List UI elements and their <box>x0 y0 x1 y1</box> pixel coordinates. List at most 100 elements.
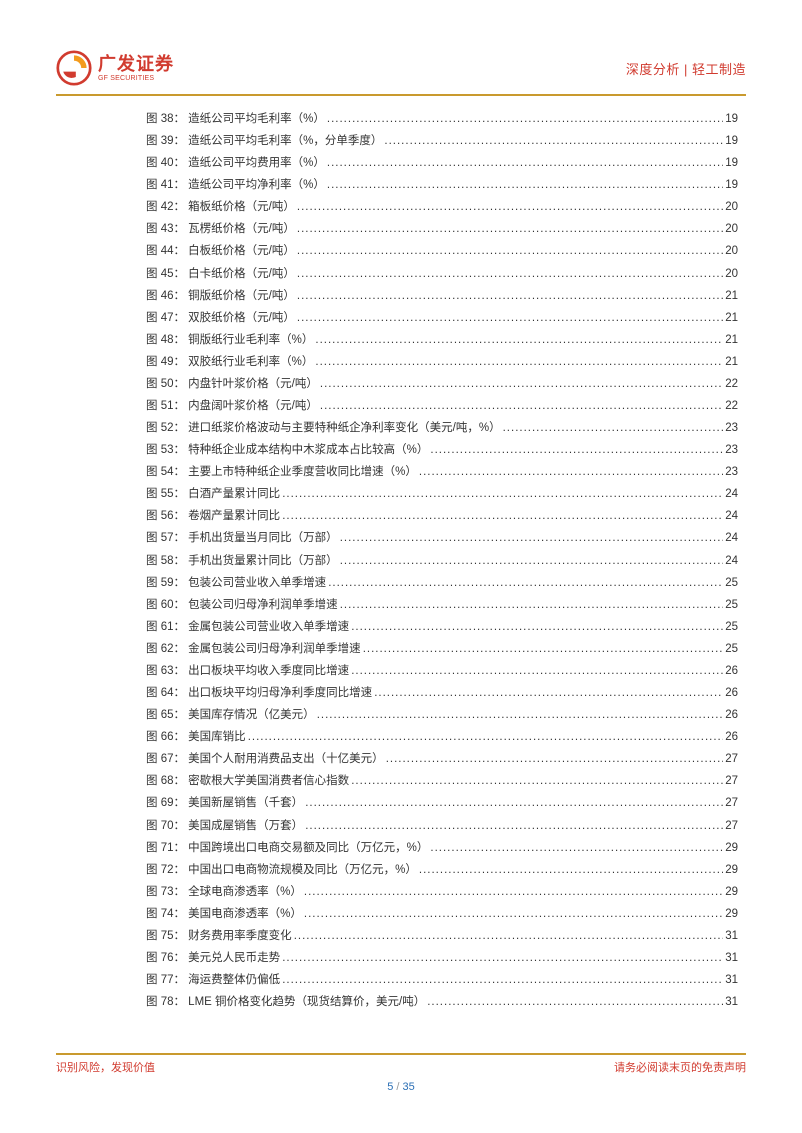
toc-page-number: 24 <box>725 505 738 527</box>
toc-leader-dots <box>282 969 723 991</box>
toc-label: 图 49： 双胶纸行业毛利率（%） <box>146 351 313 373</box>
toc-row: 图 69： 美国新屋销售（千套） 27 <box>146 792 738 814</box>
toc-page-number: 25 <box>725 616 738 638</box>
total-pages: 35 <box>402 1081 414 1093</box>
toc-page-number: 20 <box>725 240 738 262</box>
toc-page-number: 29 <box>725 859 738 881</box>
toc-label: 图 65： 美国库存情况（亿美元） <box>146 704 315 726</box>
toc-row: 图 75： 财务费用率季度变化31 <box>146 925 738 947</box>
toc-page-number: 23 <box>725 461 738 483</box>
toc-row: 图 47： 双胶纸价格（元/吨）21 <box>146 307 738 329</box>
toc-row: 图 44： 白板纸价格（元/吨） 20 <box>146 240 738 262</box>
toc-row: 图 54： 主要上市特种纸企业季度营收同比增速（%） 23 <box>146 461 738 483</box>
toc-page-number: 24 <box>725 550 738 572</box>
toc-page-number: 21 <box>725 285 738 307</box>
toc-page-number: 29 <box>725 881 738 903</box>
toc-label: 图 57： 手机出货量当月同比（万部） <box>146 527 338 549</box>
toc-label: 图 63： 出口板块平均收入季度同比增速 <box>146 660 349 682</box>
toc-page-number: 20 <box>725 218 738 240</box>
toc-page-number: 22 <box>725 373 738 395</box>
toc-row: 图 67： 美国个人耐用消费品支出（十亿美元）27 <box>146 748 738 770</box>
toc-label: 图 77： 海运费整体仍偏低 <box>146 969 280 991</box>
toc-label: 图 66： 美国库销比 <box>146 726 246 748</box>
toc-label: 图 68： 密歇根大学美国消费者信心指数 <box>146 770 349 792</box>
toc-label: 图 67： 美国个人耐用消费品支出（十亿美元） <box>146 748 384 770</box>
toc-leader-dots <box>374 682 723 704</box>
toc-row: 图 70： 美国成屋销售（万套）27 <box>146 815 738 837</box>
toc-label: 图 59： 包装公司营业收入单季增速 <box>146 572 326 594</box>
toc-leader-dots <box>351 770 723 792</box>
toc-leader-dots <box>427 991 723 1013</box>
toc-row: 图 72： 中国出口电商物流规模及同比（万亿元，%）29 <box>146 859 738 881</box>
toc-row: 图 58： 手机出货量累计同比（万部）24 <box>146 550 738 572</box>
toc-page-number: 20 <box>725 263 738 285</box>
toc-row: 图 45： 白卡纸价格（元/吨） 20 <box>146 263 738 285</box>
toc-leader-dots <box>430 439 723 461</box>
company-logo: 广发证券 GF SECURITIES <box>56 50 174 86</box>
toc-label: 图 52： 进口纸浆价格波动与主要特种纸企净利率变化（美元/吨，%） <box>146 417 501 439</box>
toc-page-number: 19 <box>725 152 738 174</box>
toc-row: 图 49： 双胶纸行业毛利率（%）21 <box>146 351 738 373</box>
toc-row: 图 55： 白酒产量累计同比24 <box>146 483 738 505</box>
toc-label: 图 38： 造纸公司平均毛利率（%） <box>146 108 325 130</box>
toc-leader-dots <box>305 815 723 837</box>
toc-leader-dots <box>282 505 723 527</box>
toc-page-number: 25 <box>725 572 738 594</box>
toc-label: 图 55： 白酒产量累计同比 <box>146 483 280 505</box>
toc-page-number: 26 <box>725 682 738 704</box>
toc-page-number: 19 <box>725 108 738 130</box>
toc-leader-dots <box>248 726 724 748</box>
toc-leader-dots <box>419 461 723 483</box>
toc-row: 图 48： 铜版纸行业毛利率（%）21 <box>146 329 738 351</box>
toc-label: 图 69： 美国新屋销售（千套） <box>146 792 303 814</box>
toc-page-number: 20 <box>725 196 738 218</box>
toc-label: 图 41： 造纸公司平均净利率（%） <box>146 174 325 196</box>
toc-row: 图 76： 美元兑人民币走势31 <box>146 947 738 969</box>
page-number: 5/35 <box>56 1081 746 1093</box>
toc-page-number: 29 <box>725 837 738 859</box>
toc-row: 图 64： 出口板块平均归母净利季度同比增速 26 <box>146 682 738 704</box>
toc-leader-dots <box>297 263 723 285</box>
toc-label: 图 44： 白板纸价格（元/吨） <box>146 240 295 262</box>
page-header: 广发证券 GF SECURITIES 深度分析 | 轻工制造 <box>56 50 746 96</box>
toc-label: 图 53： 特种纸企业成本结构中木浆成本占比较高（%） <box>146 439 428 461</box>
toc-leader-dots <box>297 307 723 329</box>
toc-leader-dots <box>305 792 723 814</box>
toc-leader-dots <box>340 594 724 616</box>
toc-leader-dots <box>351 660 723 682</box>
toc-label: 图 61： 金属包装公司营业收入单季增速 <box>146 616 349 638</box>
toc-page-number: 27 <box>725 792 738 814</box>
toc-page-number: 31 <box>725 947 738 969</box>
toc-label: 图 74： 美国电商渗透率（%） <box>146 903 302 925</box>
toc-leader-dots <box>327 174 723 196</box>
toc-leader-dots <box>304 903 723 925</box>
current-page: 5 <box>387 1081 393 1093</box>
toc-label: 图 45： 白卡纸价格（元/吨） <box>146 263 295 285</box>
toc-label: 图 64： 出口板块平均归母净利季度同比增速 <box>146 682 372 704</box>
toc-label: 图 78： LME 铜价格变化趋势（现货结算价，美元/吨） <box>146 991 425 1013</box>
logo-text: 广发证券 GF SECURITIES <box>98 55 174 82</box>
toc-label: 图 42： 箱板纸价格（元/吨） <box>146 196 295 218</box>
footer-line: 识别风险，发现价值 请务必阅读末页的免责声明 <box>56 1053 746 1075</box>
toc-label: 图 71： 中国跨境出口电商交易额及同比（万亿元，%） <box>146 837 428 859</box>
toc-leader-dots <box>386 748 724 770</box>
toc-label: 图 60： 包装公司归母净利润单季增速 <box>146 594 338 616</box>
toc-page-number: 27 <box>725 770 738 792</box>
footer-right: 请务必阅读末页的免责声明 <box>614 1059 746 1075</box>
toc-label: 图 50： 内盘针叶浆价格（元/吨） <box>146 373 318 395</box>
toc-page-number: 19 <box>725 174 738 196</box>
toc-row: 图 50： 内盘针叶浆价格（元/吨） 22 <box>146 373 738 395</box>
table-of-contents: 图 38： 造纸公司平均毛利率（%）19图 39： 造纸公司平均毛利率（%，分单… <box>56 108 746 1013</box>
toc-row: 图 40： 造纸公司平均费用率（%）19 <box>146 152 738 174</box>
toc-leader-dots <box>315 351 723 373</box>
toc-leader-dots <box>384 130 723 152</box>
toc-row: 图 59： 包装公司营业收入单季增速 25 <box>146 572 738 594</box>
toc-row: 图 73： 全球电商渗透率（%）29 <box>146 881 738 903</box>
toc-leader-dots <box>317 704 724 726</box>
toc-label: 图 70： 美国成屋销售（万套） <box>146 815 303 837</box>
toc-page-number: 21 <box>725 307 738 329</box>
logo-icon <box>56 50 92 86</box>
toc-leader-dots <box>430 837 723 859</box>
toc-label: 图 54： 主要上市特种纸企业季度营收同比增速（%） <box>146 461 417 483</box>
toc-row: 图 68： 密歇根大学美国消费者信心指数 27 <box>146 770 738 792</box>
